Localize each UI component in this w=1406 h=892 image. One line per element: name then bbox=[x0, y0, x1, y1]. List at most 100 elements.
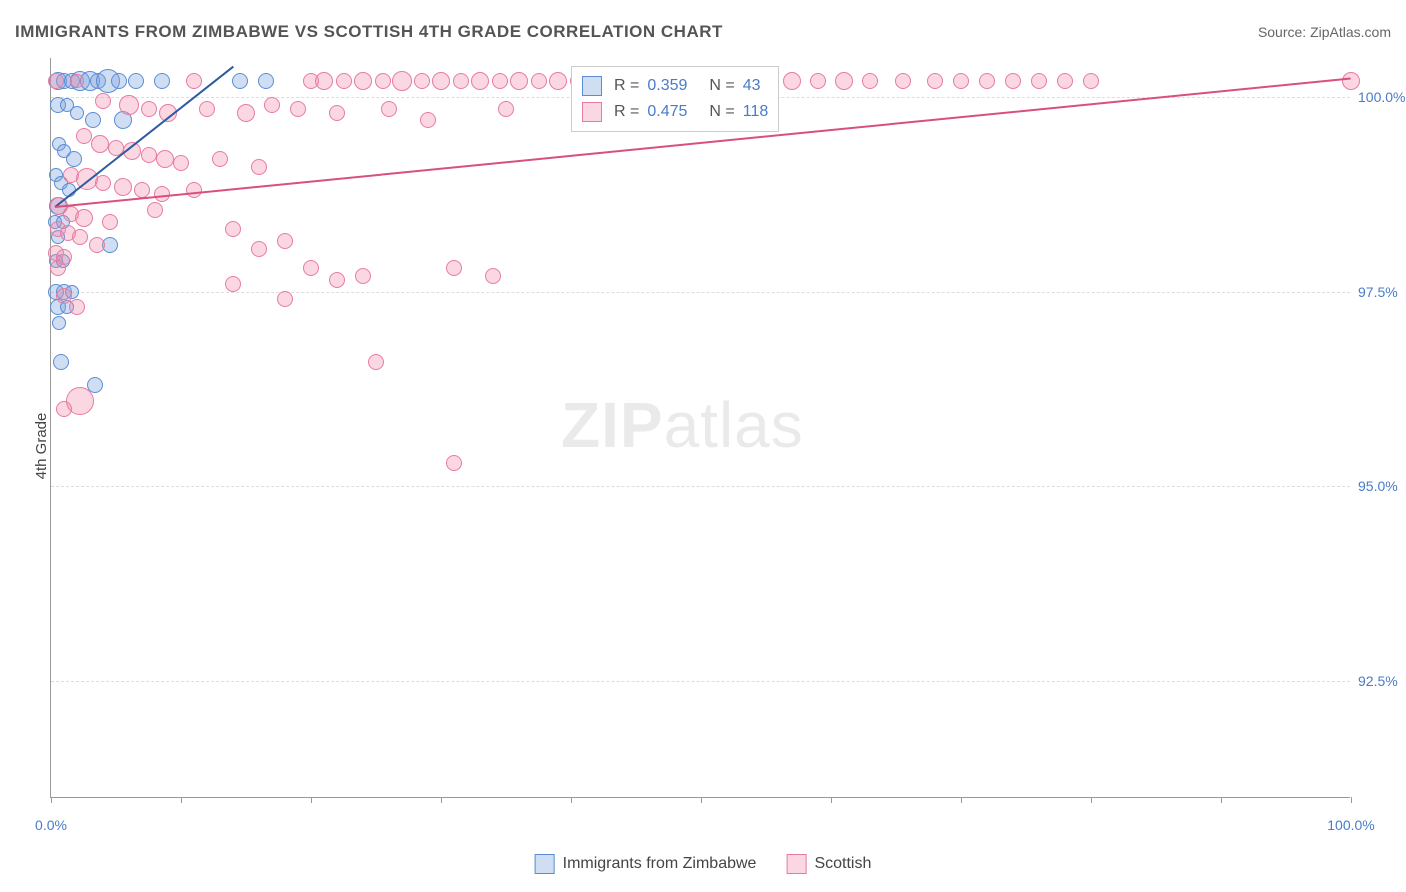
watermark-atlas: atlas bbox=[664, 389, 804, 461]
data-point-scottish bbox=[1342, 72, 1360, 90]
data-point-scottish bbox=[147, 202, 163, 218]
chart-container: IMMIGRANTS FROM ZIMBABWE VS SCOTTISH 4TH… bbox=[0, 0, 1406, 892]
data-point-scottish bbox=[237, 104, 255, 122]
data-point-scottish bbox=[141, 147, 157, 163]
xtick bbox=[571, 797, 572, 803]
data-point-scottish bbox=[1031, 73, 1047, 89]
xtick bbox=[51, 797, 52, 803]
data-point-scottish bbox=[368, 354, 384, 370]
xtick-label: 100.0% bbox=[1327, 817, 1374, 833]
data-point-scottish bbox=[225, 221, 241, 237]
data-point-scottish bbox=[56, 288, 72, 304]
legend-item: Scottish bbox=[786, 854, 871, 874]
r-label: R = bbox=[614, 77, 639, 95]
data-point-scottish bbox=[290, 101, 306, 117]
data-point-scottish bbox=[336, 73, 352, 89]
data-point-scottish bbox=[446, 260, 462, 276]
data-point-scottish bbox=[432, 72, 450, 90]
data-point-scottish bbox=[375, 73, 391, 89]
stats-row-scottish: R = 0.475 N = 118 bbox=[582, 99, 768, 125]
watermark-zip: ZIP bbox=[561, 389, 664, 461]
gridline bbox=[51, 681, 1350, 682]
data-point-scottish bbox=[119, 95, 139, 115]
data-point-scottish bbox=[277, 233, 293, 249]
data-point-zimbabwe bbox=[128, 73, 144, 89]
xtick bbox=[701, 797, 702, 803]
data-point-scottish bbox=[895, 73, 911, 89]
data-point-scottish bbox=[91, 135, 109, 153]
xtick-label: 0.0% bbox=[35, 817, 67, 833]
swatch-scottish bbox=[582, 102, 602, 122]
data-point-scottish bbox=[141, 101, 157, 117]
gridline bbox=[51, 292, 1350, 293]
data-point-scottish bbox=[835, 72, 853, 90]
data-point-scottish bbox=[277, 291, 293, 307]
data-point-scottish bbox=[199, 101, 215, 117]
data-point-scottish bbox=[979, 73, 995, 89]
chart-title: IMMIGRANTS FROM ZIMBABWE VS SCOTTISH 4TH… bbox=[15, 22, 723, 42]
data-point-scottish bbox=[810, 73, 826, 89]
y-axis-label: 4th Grade bbox=[33, 413, 50, 480]
data-point-scottish bbox=[76, 128, 92, 144]
data-point-scottish bbox=[329, 272, 345, 288]
data-point-scottish bbox=[329, 105, 345, 121]
data-point-scottish bbox=[510, 72, 528, 90]
data-point-scottish bbox=[303, 260, 319, 276]
legend-swatch bbox=[535, 854, 555, 874]
watermark: ZIPatlas bbox=[561, 388, 804, 462]
data-point-scottish bbox=[173, 155, 189, 171]
data-point-scottish bbox=[354, 72, 372, 90]
ytick-label: 97.5% bbox=[1358, 284, 1406, 300]
data-point-scottish bbox=[1005, 73, 1021, 89]
data-point-zimbabwe bbox=[66, 151, 82, 167]
data-point-scottish bbox=[927, 73, 943, 89]
data-point-scottish bbox=[381, 101, 397, 117]
data-point-scottish bbox=[156, 150, 174, 168]
n-value: 118 bbox=[743, 103, 769, 121]
ytick-label: 95.0% bbox=[1358, 478, 1406, 494]
data-point-zimbabwe bbox=[111, 73, 127, 89]
ytick-label: 92.5% bbox=[1358, 673, 1406, 689]
r-label: R = bbox=[614, 103, 639, 121]
data-point-scottish bbox=[492, 73, 508, 89]
data-point-scottish bbox=[69, 299, 85, 315]
stats-row-zimbabwe: R = 0.359N = 43 bbox=[582, 73, 768, 99]
data-point-scottish bbox=[862, 73, 878, 89]
stats-legend: R = 0.359N = 43R = 0.475N = 118 bbox=[571, 66, 779, 132]
ytick-label: 100.0% bbox=[1358, 89, 1406, 105]
data-point-zimbabwe bbox=[154, 73, 170, 89]
data-point-scottish bbox=[75, 209, 93, 227]
xtick bbox=[831, 797, 832, 803]
data-point-scottish bbox=[420, 112, 436, 128]
data-point-scottish bbox=[953, 73, 969, 89]
bottom-legend: Immigrants from Zimbabwe Scottish bbox=[535, 854, 872, 874]
r-value: 0.475 bbox=[647, 103, 687, 121]
xtick bbox=[1091, 797, 1092, 803]
data-point-zimbabwe bbox=[52, 316, 66, 330]
legend-label: Scottish bbox=[814, 855, 871, 873]
data-point-scottish bbox=[95, 175, 111, 191]
n-label: N = bbox=[709, 103, 734, 121]
data-point-scottish bbox=[531, 73, 547, 89]
data-point-scottish bbox=[446, 455, 462, 471]
data-point-scottish bbox=[72, 229, 88, 245]
legend-swatch bbox=[786, 854, 806, 874]
data-point-scottish bbox=[498, 101, 514, 117]
data-point-zimbabwe bbox=[258, 73, 274, 89]
xtick bbox=[181, 797, 182, 803]
data-point-scottish bbox=[355, 268, 371, 284]
data-point-scottish bbox=[1083, 73, 1099, 89]
xtick bbox=[441, 797, 442, 803]
legend-item: Immigrants from Zimbabwe bbox=[535, 854, 757, 874]
source-attribution: Source: ZipAtlas.com bbox=[1258, 24, 1391, 40]
xtick bbox=[311, 797, 312, 803]
data-point-scottish bbox=[251, 241, 267, 257]
data-point-scottish bbox=[95, 93, 111, 109]
data-point-scottish bbox=[56, 401, 72, 417]
data-point-scottish bbox=[453, 73, 469, 89]
data-point-scottish bbox=[89, 237, 105, 253]
data-point-scottish bbox=[392, 71, 412, 91]
data-point-scottish bbox=[70, 74, 84, 88]
source-prefix: Source: bbox=[1258, 24, 1310, 40]
data-point-scottish bbox=[414, 73, 430, 89]
